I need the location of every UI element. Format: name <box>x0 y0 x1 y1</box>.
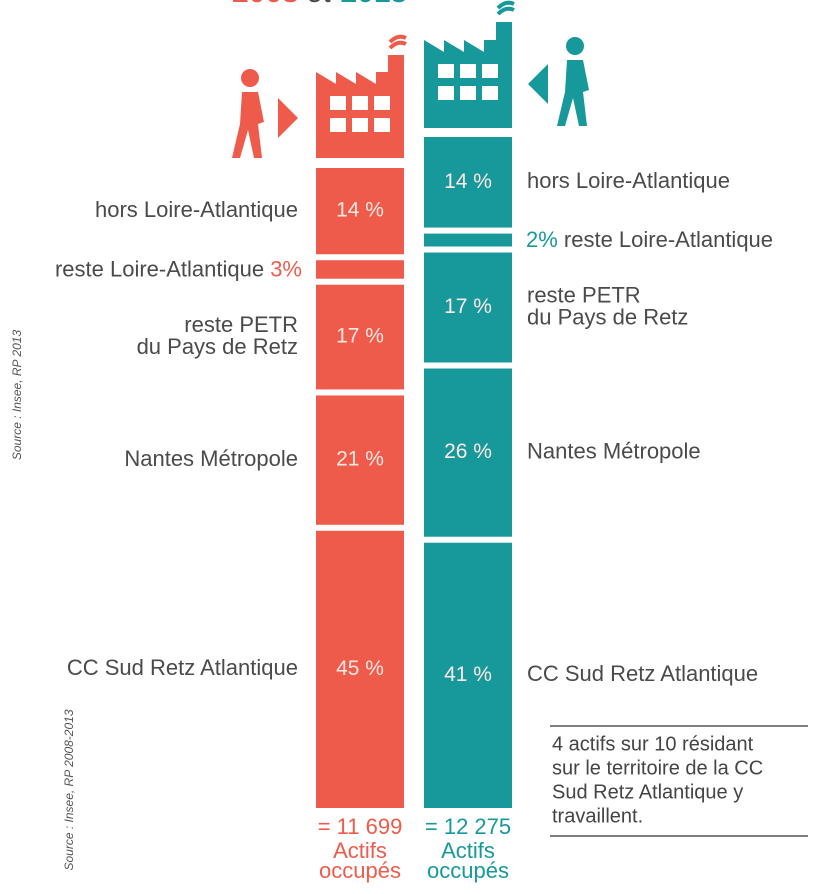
chart-title: 2008 et 2013 <box>232 0 407 9</box>
bar-segment <box>316 260 404 279</box>
category-label: CC Sud Retz Atlantique <box>67 655 298 680</box>
bar-segment <box>424 233 512 247</box>
value-label: 14 % <box>336 199 384 222</box>
total-caption: Actifs occupés <box>427 838 509 883</box>
category-label: Nantes Métropole <box>527 438 701 463</box>
category-label: hors Loire-Atlantique <box>527 168 730 193</box>
bar-segment <box>316 395 404 525</box>
bar-segment <box>424 252 512 363</box>
walker-icon-2008 <box>232 69 298 158</box>
total-label: = 11 699 <box>318 814 403 839</box>
factory-icon-2008 <box>316 34 407 158</box>
value-label: 21 % <box>336 448 384 471</box>
note: 4 actifs sur 10 résidant sur le territoir… <box>552 733 763 827</box>
source: Source : Insee, RP 2008-2013 <box>62 709 76 870</box>
title-part: 2008 <box>232 0 299 9</box>
category-label: reste PETR du Pays de Retz <box>137 312 298 359</box>
value-label: 45 % <box>336 657 384 680</box>
value-label: 17 % <box>444 295 492 318</box>
total-label: = 12 275 <box>425 814 511 839</box>
bar-segment <box>316 530 404 808</box>
bar-segment <box>424 137 512 228</box>
category-label: reste Loire-Atlantique <box>55 256 264 281</box>
value-label: 26 % <box>444 440 492 463</box>
value-label: 2% <box>526 227 558 252</box>
bar-segment <box>316 284 404 390</box>
value-label: 41 % <box>444 663 492 686</box>
category-label: Nantes Métropole <box>124 446 298 471</box>
total-caption: Actifs occupés <box>319 838 401 883</box>
category-label: reste Loire-Atlantique <box>558 227 773 252</box>
category-value-label: reste Loire-Atlantique 3% <box>55 256 302 281</box>
value-label: 17 % <box>336 325 384 348</box>
category-label: reste PETR du Pays de Retz <box>527 282 688 329</box>
category-label: CC Sud Retz Atlantique <box>527 661 758 686</box>
bar-segment <box>424 542 512 808</box>
title-part: et <box>299 0 334 9</box>
value-label: 3% <box>264 256 302 281</box>
category-value-label: 2% reste Loire-Atlantique <box>526 227 773 252</box>
value-label: 14 % <box>444 170 492 193</box>
bar-segment <box>316 168 404 255</box>
bar-segment <box>424 368 512 537</box>
source: Source : Insee, RP 2013 <box>10 330 24 461</box>
title-part: 2013 <box>332 0 407 9</box>
category-label: hors Loire-Atlantique <box>95 197 298 222</box>
walker-icon-2013 <box>528 37 589 126</box>
factory-icon-2013 <box>424 0 515 128</box>
